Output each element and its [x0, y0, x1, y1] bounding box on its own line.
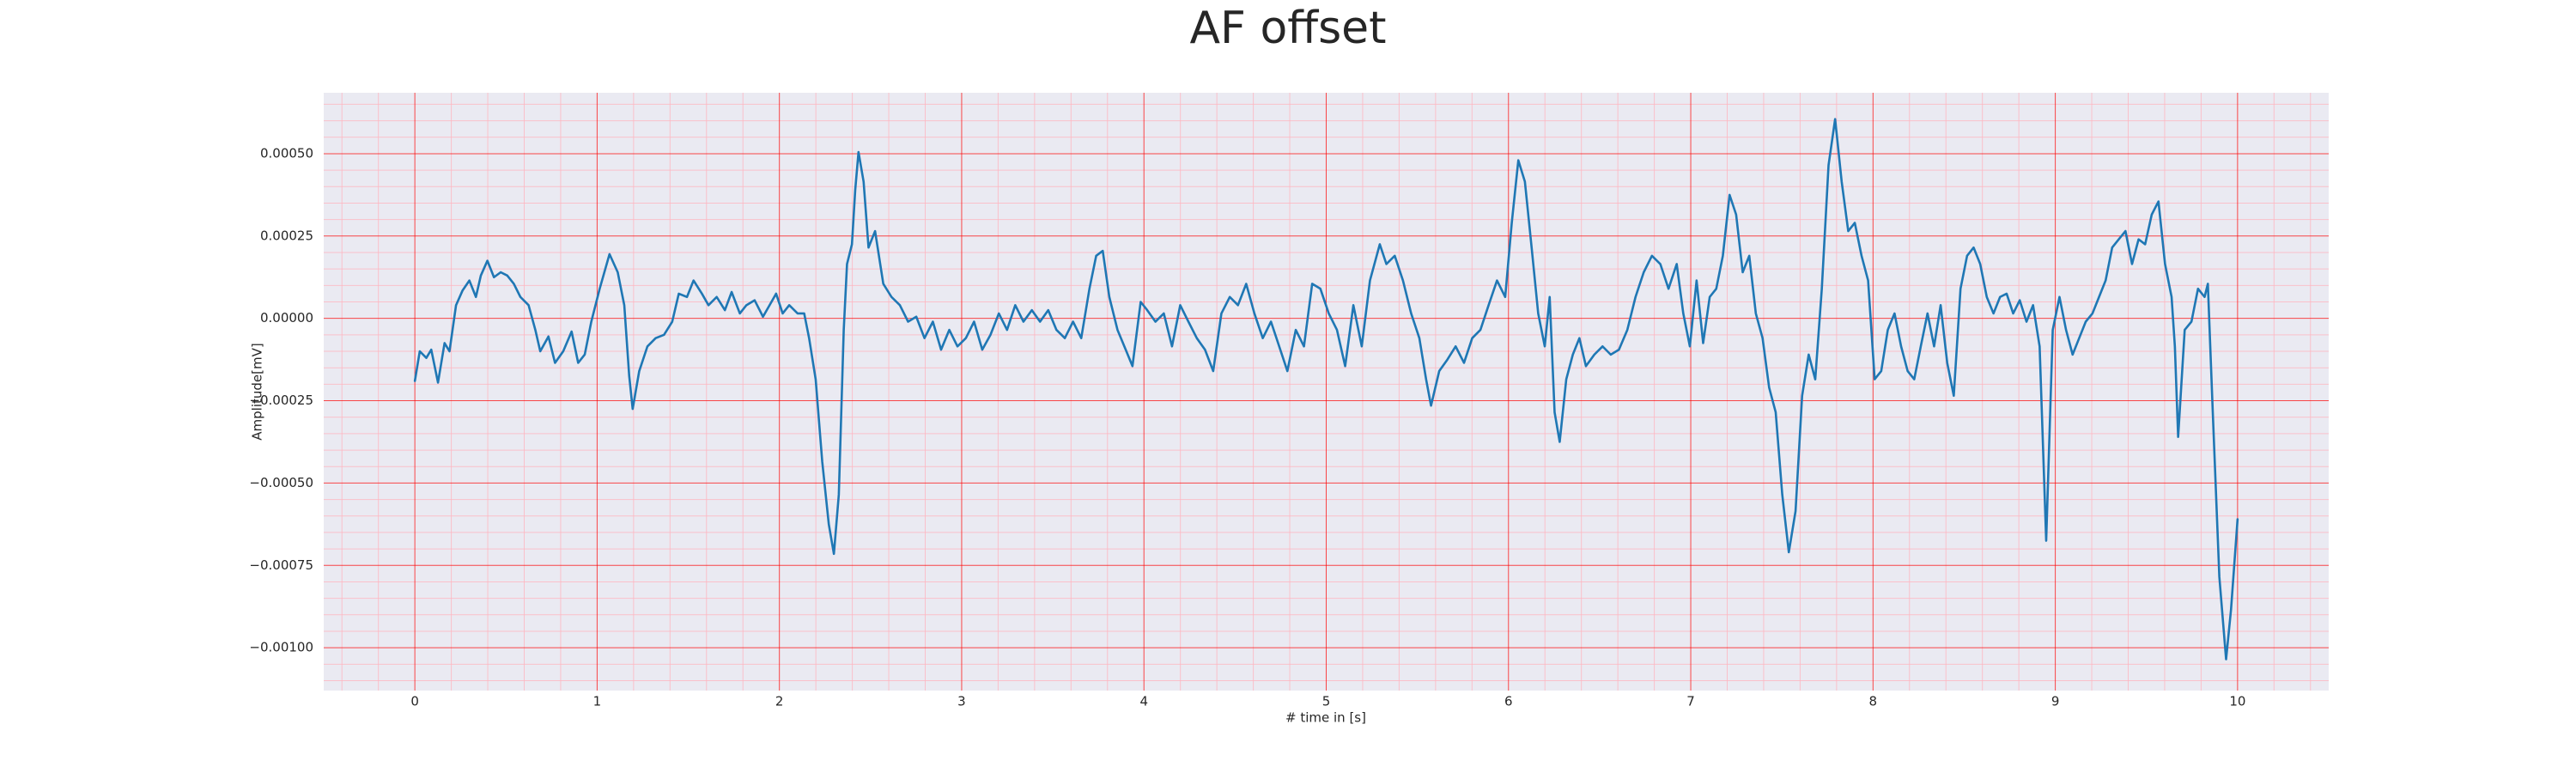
x-tick-label: 8: [1869, 694, 1878, 709]
x-tick-label: 7: [1686, 694, 1695, 709]
y-tick-label: −0.00100: [249, 640, 313, 655]
data: [413, 118, 2239, 660]
x-tick-label: 4: [1139, 694, 1148, 709]
x-tick-label: 0: [410, 694, 419, 709]
grid: [324, 93, 2329, 691]
y-tick-label: −0.00025: [249, 393, 313, 408]
x-tick-label: 9: [2051, 694, 2060, 709]
x-tick-label: 1: [593, 694, 602, 709]
y-tick-label: 0.00050: [260, 145, 313, 161]
labels: 0 1 2 3 4 5 6 7 8 9 10 −0.00100 −0.00075 −0.00050 −0.0…: [249, 145, 2245, 709]
y-axis-label: Amplitude[mV]: [250, 343, 265, 440]
data-line: [413, 118, 2239, 660]
x-tick-label: 2: [775, 694, 784, 709]
y-tick-label: −0.00050: [249, 475, 313, 490]
y-tick-label: 0.00025: [260, 228, 313, 243]
x-tick-label: 3: [957, 694, 966, 709]
x-axis-label: # time in [s]: [1285, 710, 1366, 726]
x-tick-label: 6: [1504, 694, 1513, 709]
y-tick-label: −0.00075: [249, 557, 313, 573]
x-tick-label: 5: [1322, 694, 1331, 709]
y-tick-label: 0.00000: [260, 310, 313, 326]
x-tick-label: 10: [2229, 694, 2245, 709]
chart-title: AF offset: [1189, 3, 1386, 54]
